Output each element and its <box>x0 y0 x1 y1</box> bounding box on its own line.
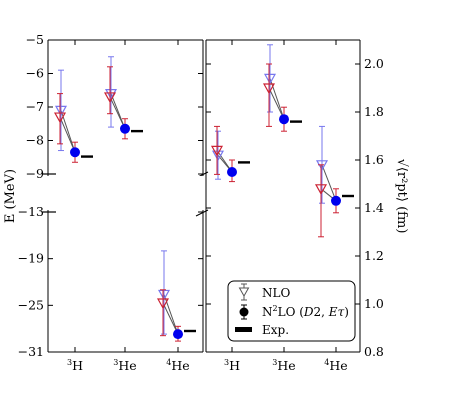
radius-nlo-blue-errorbar <box>215 130 221 180</box>
radius-xtick-label: 3H <box>224 358 240 373</box>
energy-nlo-red-point <box>156 298 170 310</box>
energy-nlo-red-errorbar <box>160 289 166 337</box>
legend-nlo-label: NLO <box>262 286 290 300</box>
labels-layer: −5 −6 −7 −8 −9 −13 −19 −25 −31 2.0 1.8 1.6 1.4 1.2 1.0… <box>18 32 384 373</box>
radius-exp-bar <box>342 194 354 198</box>
energy-xtick-label: 4He <box>166 358 189 373</box>
radius-nlo-red-errorbar <box>318 164 324 238</box>
energy-n2lo-point <box>70 147 80 158</box>
energy-nlo-red-point <box>103 92 117 104</box>
energy-ytick-label: −13 <box>18 204 44 219</box>
radius-n2lo-point <box>331 195 341 206</box>
radius-ylabel: √⟨r²pt⟩ (fm) <box>394 159 409 234</box>
energy-ytick-label: −31 <box>18 344 44 359</box>
radius-ytick-label: 2.0 <box>364 56 384 71</box>
energy-connector <box>163 294 179 335</box>
energy-nlo-blue-errorbar <box>58 69 64 152</box>
radius-panel <box>205 39 361 353</box>
radius-nlo-red-point <box>262 83 276 95</box>
energy-n2lo-point <box>173 329 183 340</box>
radius-ytick-label: 0.8 <box>364 344 384 359</box>
energy-nlo-blue-point <box>54 105 68 117</box>
energy-ytick-label: −25 <box>18 297 44 312</box>
radius-ytick-label: 1.6 <box>364 152 384 167</box>
radius-ylabel-text: √⟨r²pt⟩ (fm) <box>394 159 409 234</box>
legend-n2lo-label: N2LO (D2, Eτ) <box>262 304 349 319</box>
legend-nlo-marker <box>238 283 250 301</box>
energy-connector <box>60 110 76 153</box>
energy-ytick-label: −9 <box>26 166 44 181</box>
energy-ytick-label: −8 <box>26 133 44 148</box>
energy-exp-bar <box>81 155 93 158</box>
radius-ytick-label: 1.0 <box>364 296 384 311</box>
energy-ytick-label: −6 <box>26 66 44 81</box>
radius-connector <box>321 164 337 201</box>
radius-nlo-red-errorbar <box>214 125 220 175</box>
legend-exp-label: Exp. <box>262 323 289 337</box>
energy-connector <box>162 302 179 335</box>
radius-n2lo-point <box>227 167 237 177</box>
radius-nlo-red-point <box>314 184 328 196</box>
energy-xtick-label: 3He <box>113 358 136 373</box>
energy-ytick-label: −7 <box>26 99 44 114</box>
energy-nlo-red-errorbar <box>57 93 63 145</box>
marks-layer <box>53 44 354 342</box>
legend: NLO N2LO (D2, Eτ) Exp. <box>227 280 356 342</box>
energy-connector <box>59 116 76 153</box>
radius-exp-bar <box>290 120 302 123</box>
energy-n2lo-point <box>120 123 130 134</box>
energy-ylabel: E (MeV) <box>3 169 18 223</box>
energy-exp-bar <box>131 129 143 133</box>
energy-exp-bar <box>184 329 196 333</box>
energy-ytick-label: −5 <box>26 32 44 47</box>
legend-n2lo-marker <box>239 304 249 320</box>
energy-nlo-blue-point <box>157 289 171 301</box>
radius-xtick-label: 4He <box>324 358 347 373</box>
radius-ytick-label: 1.4 <box>364 200 384 215</box>
legend-exp-marker <box>235 327 252 332</box>
energy-connector <box>109 96 126 129</box>
radius-ytick-label: 1.8 <box>364 104 384 119</box>
radius-nlo-blue-point <box>211 150 225 162</box>
radius-nlo-red-point <box>210 145 224 157</box>
radius-connector <box>268 87 285 120</box>
axis-break-gap <box>44 176 204 210</box>
energy-nlo-red-point <box>53 112 67 124</box>
ticks-layer <box>48 39 360 353</box>
radius-nlo-red-errorbar <box>266 63 272 127</box>
radius-ytick-label: 1.2 <box>364 248 384 263</box>
radius-xtick-label: 3He <box>272 358 295 373</box>
energy-xtick-label: 3H <box>67 358 83 373</box>
energy-ytick-label: −19 <box>18 251 44 266</box>
energy-nlo-blue-point <box>104 88 118 100</box>
radius-connector <box>269 78 285 120</box>
energy-nlo-blue-errorbar <box>108 56 114 128</box>
energy-nlo-blue-errorbar <box>161 250 167 335</box>
energy-nlo-red-errorbar <box>107 66 113 115</box>
legend-box <box>227 280 356 342</box>
radius-exp-bar <box>238 161 250 164</box>
radius-n2lo-point <box>279 114 289 125</box>
radius-nlo-blue-errorbar <box>267 44 273 113</box>
radius-nlo-blue-point <box>263 73 277 85</box>
energy-panel <box>42 39 209 353</box>
